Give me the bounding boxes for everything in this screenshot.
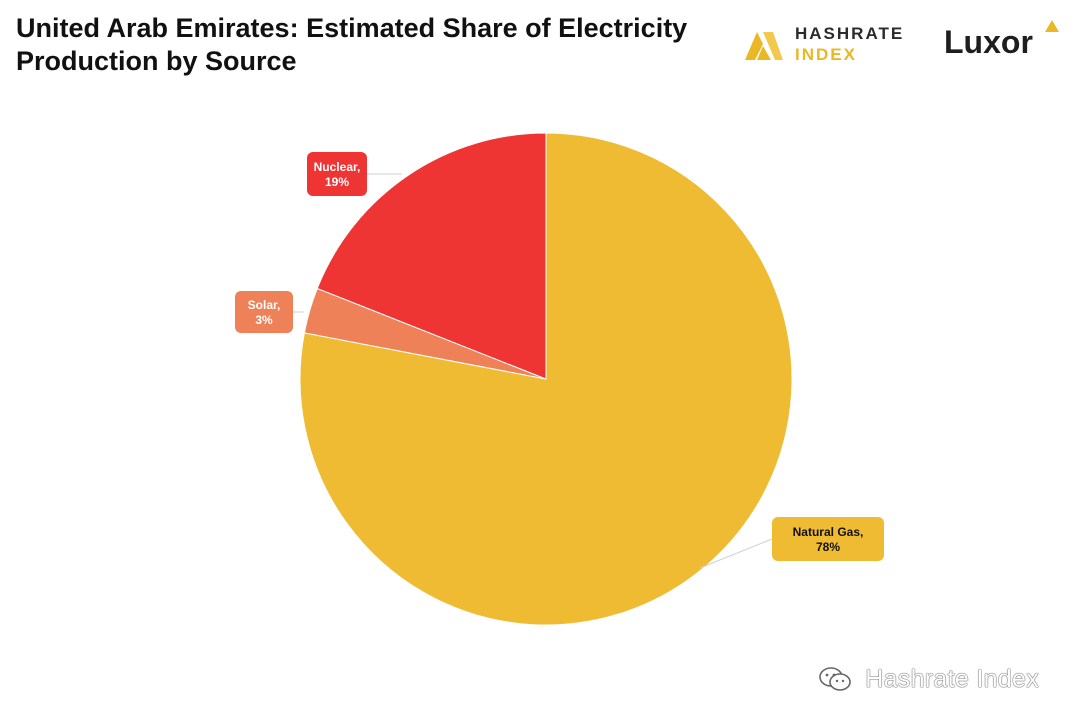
luxor-logo: Luxor — [944, 20, 1064, 64]
chart-title: United Arab Emirates: Estimated Share of… — [16, 12, 736, 78]
watermark: Hashrate Index — [818, 664, 1039, 694]
label-leader-lines — [293, 173, 773, 569]
slice-label-name: Nuclear, — [314, 160, 361, 174]
slice-label-value: 78% — [816, 540, 840, 554]
hashrate-index-logo: HASHRATE INDEX — [743, 22, 913, 66]
luxor-triangle-icon — [1045, 20, 1059, 32]
label-box-solar — [235, 291, 293, 333]
luxor-logo-word: Luxor — [944, 24, 1033, 60]
pie-slices — [299, 132, 793, 626]
wechat-icon — [819, 667, 851, 692]
slice-label-name: Natural Gas, — [793, 525, 864, 539]
chart-title-line1: United Arab Emirates: Estimated Share of… — [16, 13, 688, 43]
hashrate-logo-icon — [745, 32, 783, 60]
label-box-natural-gas — [772, 517, 884, 561]
watermark-text: Hashrate Index — [865, 664, 1039, 693]
label-box-nuclear — [307, 152, 367, 196]
pie-chart: Natural Gas,78% Solar,3% Nuclear,19% — [235, 132, 884, 626]
slice-label-value: 19% — [325, 175, 349, 189]
slice-labels: Natural Gas,78% Solar,3% Nuclear,19% — [235, 152, 884, 561]
hashrate-logo-word2: INDEX — [795, 45, 857, 64]
leader-line-natural-gas — [699, 538, 773, 569]
slice-label-value: 3% — [255, 313, 273, 327]
pie-slice-nuclear — [316, 132, 547, 380]
hashrate-logo-word1: HASHRATE — [795, 24, 905, 43]
chart-title-line2: Production by Source — [16, 46, 297, 76]
slice-label-name: Solar, — [248, 298, 281, 312]
